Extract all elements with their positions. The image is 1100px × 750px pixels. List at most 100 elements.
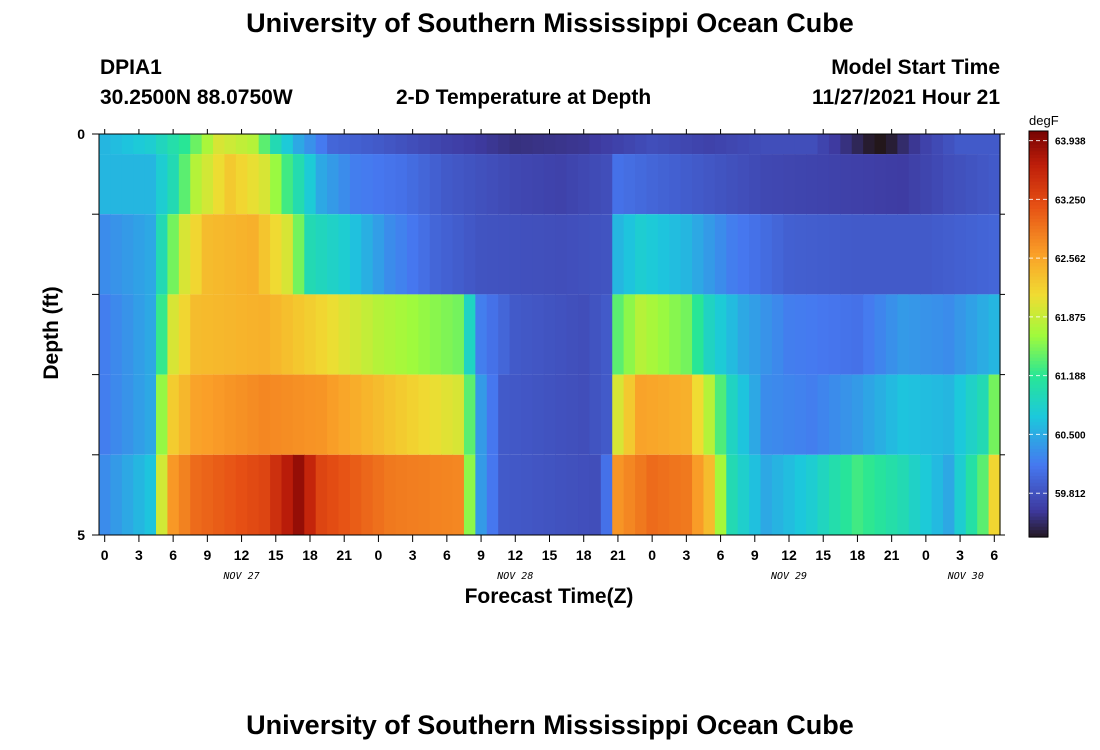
heatmap-cell bbox=[99, 374, 112, 455]
heatmap-cell bbox=[657, 294, 670, 375]
x-tick-label: 18 bbox=[302, 547, 318, 563]
heatmap-cell bbox=[920, 154, 933, 215]
colorbar-swatch bbox=[1029, 425, 1048, 430]
heatmap-cell bbox=[201, 134, 214, 155]
colorbar-swatch bbox=[1029, 131, 1048, 135]
heatmap-cell bbox=[578, 294, 591, 375]
heatmap-cell bbox=[612, 214, 625, 295]
colorbar-swatch bbox=[1029, 520, 1048, 525]
heatmap-cell bbox=[543, 454, 556, 535]
colorbar-swatch bbox=[1029, 252, 1048, 257]
heatmap-cell bbox=[178, 154, 191, 215]
heatmap-cell bbox=[920, 294, 933, 375]
heatmap-cell bbox=[566, 214, 579, 295]
heatmap-cell bbox=[566, 134, 579, 155]
heatmap-cell bbox=[258, 134, 271, 155]
heatmap-cell bbox=[372, 214, 385, 295]
colorbar-swatch bbox=[1029, 202, 1048, 207]
colorbar-swatch bbox=[1029, 503, 1048, 508]
heatmap-cell bbox=[133, 374, 146, 455]
heatmap-cell bbox=[292, 374, 305, 455]
x-tick-label: 21 bbox=[336, 547, 352, 563]
heatmap-cell bbox=[270, 214, 283, 295]
heatmap-cell bbox=[99, 134, 112, 155]
heatmap-cell bbox=[338, 454, 351, 535]
colorbar-swatch bbox=[1029, 330, 1048, 335]
heatmap-cell bbox=[144, 214, 157, 295]
heatmap-cell bbox=[213, 214, 226, 295]
heatmap-cell bbox=[840, 374, 853, 455]
heatmap-cell bbox=[99, 294, 112, 375]
colorbar-swatch bbox=[1029, 296, 1048, 301]
heatmap-cell bbox=[942, 294, 955, 375]
x-tick-label: 3 bbox=[956, 547, 964, 563]
colorbar-swatch bbox=[1029, 242, 1048, 247]
heatmap-cell bbox=[543, 374, 556, 455]
heatmap-cell bbox=[988, 294, 1001, 375]
heatmap-cell bbox=[806, 294, 819, 375]
heatmap-cell bbox=[384, 294, 397, 375]
heatmap-cell bbox=[429, 294, 442, 375]
heatmap-cell bbox=[498, 294, 511, 375]
heatmap-cell bbox=[441, 154, 454, 215]
heatmap-cell bbox=[361, 294, 374, 375]
heatmap-cell bbox=[201, 294, 214, 375]
heatmap-cell bbox=[486, 214, 499, 295]
heatmap-cell bbox=[908, 134, 921, 155]
heatmap-cell bbox=[281, 134, 294, 155]
heatmap-cell bbox=[623, 374, 636, 455]
heatmap-cell bbox=[384, 214, 397, 295]
heatmap-cell bbox=[418, 214, 431, 295]
colorbar-swatch bbox=[1029, 391, 1048, 396]
heatmap-cell bbox=[771, 454, 784, 535]
heatmap-cell bbox=[235, 454, 248, 535]
heatmap-cell bbox=[144, 454, 157, 535]
heatmap-cell bbox=[977, 374, 990, 455]
heatmap-cell bbox=[817, 214, 830, 295]
heatmap-cell bbox=[486, 454, 499, 535]
colorbar-swatch bbox=[1029, 232, 1048, 237]
colorbar-swatch bbox=[1029, 367, 1048, 372]
y-tick-label: 0 bbox=[77, 126, 85, 142]
heatmap-cell bbox=[315, 134, 328, 155]
heatmap-cell bbox=[235, 214, 248, 295]
heatmap-cell bbox=[121, 454, 134, 535]
heatmap-cell bbox=[304, 214, 317, 295]
heatmap-cell bbox=[749, 454, 762, 535]
heatmap-cell bbox=[315, 154, 328, 215]
page-title: University of Southern Mississippi Ocean… bbox=[246, 8, 854, 38]
heatmap-cell bbox=[418, 374, 431, 455]
heatmap-cell bbox=[669, 454, 682, 535]
heatmap-cell bbox=[270, 454, 283, 535]
heatmap-cell bbox=[406, 214, 419, 295]
heatmap-cell bbox=[874, 374, 887, 455]
heatmap-cell bbox=[121, 294, 134, 375]
x-tick-label: 9 bbox=[751, 547, 759, 563]
colorbar-swatch bbox=[1029, 506, 1048, 511]
heatmap-cell bbox=[692, 134, 705, 155]
heatmap-cell bbox=[110, 294, 123, 375]
heatmap-cell bbox=[349, 134, 362, 155]
colorbar-swatch bbox=[1029, 259, 1048, 264]
colorbar-swatch bbox=[1029, 188, 1048, 193]
station-coords: 30.2500N 88.0750W bbox=[100, 86, 293, 109]
colorbar-swatch bbox=[1029, 178, 1048, 183]
colorbar-swatch bbox=[1029, 300, 1048, 305]
colorbar-swatch bbox=[1029, 185, 1048, 190]
heatmap-cell bbox=[304, 374, 317, 455]
heatmap-cell bbox=[566, 154, 579, 215]
model-start-label: Model Start Time bbox=[831, 56, 1000, 79]
heatmap-cell bbox=[589, 154, 602, 215]
x-tick-label: 3 bbox=[682, 547, 690, 563]
heatmap-cell bbox=[486, 154, 499, 215]
heatmap-cell bbox=[361, 374, 374, 455]
heatmap-cell bbox=[463, 374, 476, 455]
heatmap-cell bbox=[749, 154, 762, 215]
heatmap-cell bbox=[908, 154, 921, 215]
heatmap-cell bbox=[190, 134, 203, 155]
heatmap-cell bbox=[156, 134, 169, 155]
colorbar-swatch bbox=[1029, 218, 1048, 223]
heatmap-cell bbox=[384, 134, 397, 155]
heatmap-cell bbox=[555, 134, 568, 155]
colorbar-swatch bbox=[1029, 347, 1048, 352]
